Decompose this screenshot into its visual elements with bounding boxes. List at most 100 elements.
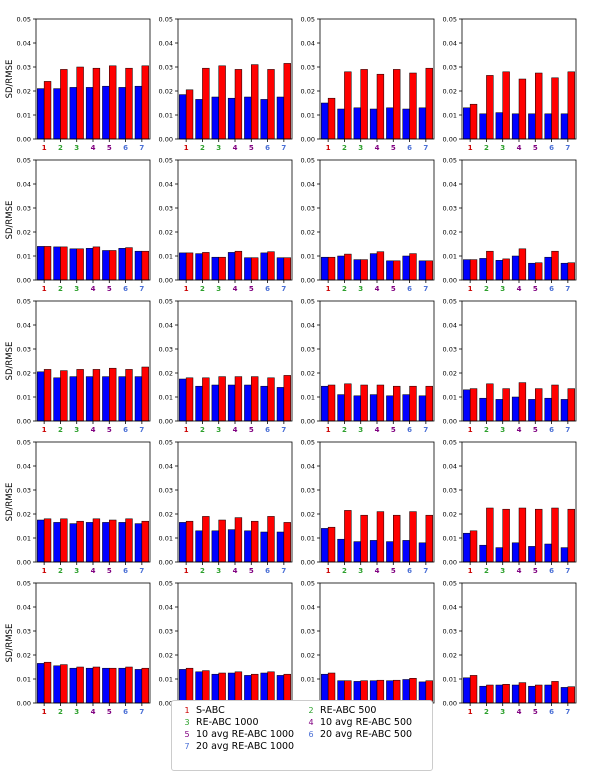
x-tick-label: 3 [216,567,221,575]
x-tick-label: 4 [375,426,380,434]
bar-red [469,259,478,281]
x-tick-label: 2 [200,285,205,293]
x-tick-label: 4 [91,567,96,575]
legend-entry: 2 RE-ABC 500 [302,705,376,716]
legend-number: 1 [184,706,190,715]
bar-red [551,384,559,422]
bar-blue [386,541,394,563]
x-tick-label: 6 [549,285,554,293]
bar-blue [386,260,394,281]
x-tick-label: 4 [375,567,380,575]
bar-red [60,664,68,704]
plot-frame [461,300,577,422]
plot-frame [177,159,293,281]
y-tick-label: 0.00 [159,277,173,285]
plot-frame [35,18,151,140]
bar-blue [463,259,471,281]
bar-red [92,246,101,281]
chart-panel: 0.00 0.01 0.02 0.03 0.04 0.05 1 2 3 4 5 6 7 [443,157,577,293]
bar-red [109,250,117,281]
x-tick-label: 7 [139,144,144,152]
y-tick-label: 0.04 [301,604,315,612]
bar-blue [37,371,45,422]
x-tick-label: 6 [407,426,412,434]
x-tick-label: 3 [74,567,79,575]
y-tick-label: 0.04 [301,463,315,471]
plot-frame [35,582,151,704]
bar-red [327,97,336,140]
plot-frame [35,159,151,281]
bar-red [234,69,243,140]
bar-red [409,385,417,422]
legend-label: 20 avg RE-ABC 1000 [196,741,295,752]
bar-blue [495,684,503,704]
y-tick-label: 0.02 [17,652,31,660]
bar-blue [528,399,536,422]
bar-blue [369,540,378,563]
bar-red [76,248,84,281]
bar-red [141,250,149,281]
x-tick-label: 6 [407,567,412,575]
legend-number: 4 [308,718,314,727]
y-tick-label: 0.05 [443,16,457,24]
x-tick-label: 2 [342,285,347,293]
bar-red [76,520,84,563]
x-tick-label: 3 [216,285,221,293]
bar-red [43,81,52,140]
bar-red [234,671,243,704]
chart-panel: 0.00 0.01 0.02 0.03 0.04 0.05 SD/RMSE 1 2 3 4 5 6 7 [5,439,151,575]
bar-red [344,71,352,140]
x-tick-label: 7 [281,144,286,152]
legend-label: 10 avg RE-ABC 1000 [196,729,295,740]
bar-blue [69,87,77,140]
x-tick-label: 6 [549,708,554,716]
bar-blue [544,113,552,140]
bar-blue [463,677,471,704]
bar-blue [337,394,345,422]
y-tick-label: 0.03 [159,487,173,495]
bar-blue [321,528,329,563]
bar-blue [560,547,569,563]
plot-frame [319,18,435,140]
bar-blue [495,260,503,281]
bar-red [283,522,291,563]
x-tick-label: 4 [517,285,522,293]
bar-red [486,383,494,422]
x-tick-label: 1 [326,426,331,434]
y-tick-label: 0.04 [159,463,173,471]
bar-red [535,72,543,140]
bar-red [327,526,336,563]
bar-blue [102,376,110,422]
x-tick-label: 5 [107,708,112,716]
x-tick-label: 7 [565,144,570,152]
bar-red [43,369,52,422]
bar-blue [37,88,45,140]
x-tick-label: 5 [107,285,112,293]
x-tick-label: 3 [74,144,79,152]
bar-blue [353,395,361,422]
bar-red [267,671,275,704]
bar-red [283,673,291,704]
y-tick-label: 0.03 [301,205,315,213]
x-tick-label: 3 [358,426,363,434]
bar-blue [386,107,394,140]
y-tick-label: 0.05 [301,16,315,24]
x-tick-label: 7 [565,708,570,716]
bar-blue [53,88,61,140]
y-tick-label: 0.02 [17,88,31,96]
bar-blue [195,530,203,563]
bar-blue [134,523,143,563]
x-tick-label: 2 [58,144,63,152]
x-tick-label: 6 [123,144,128,152]
x-tick-label: 6 [123,285,128,293]
bar-blue [402,394,410,422]
y-tick-label: 0.03 [443,346,457,354]
bar-red [469,388,478,422]
bar-blue [479,258,487,281]
y-tick-label: 0.01 [443,394,457,402]
bar-blue [495,112,503,140]
plot-frame [177,300,293,422]
bar-blue [479,685,487,704]
y-tick-label: 0.02 [17,370,31,378]
bar-red [393,260,401,281]
